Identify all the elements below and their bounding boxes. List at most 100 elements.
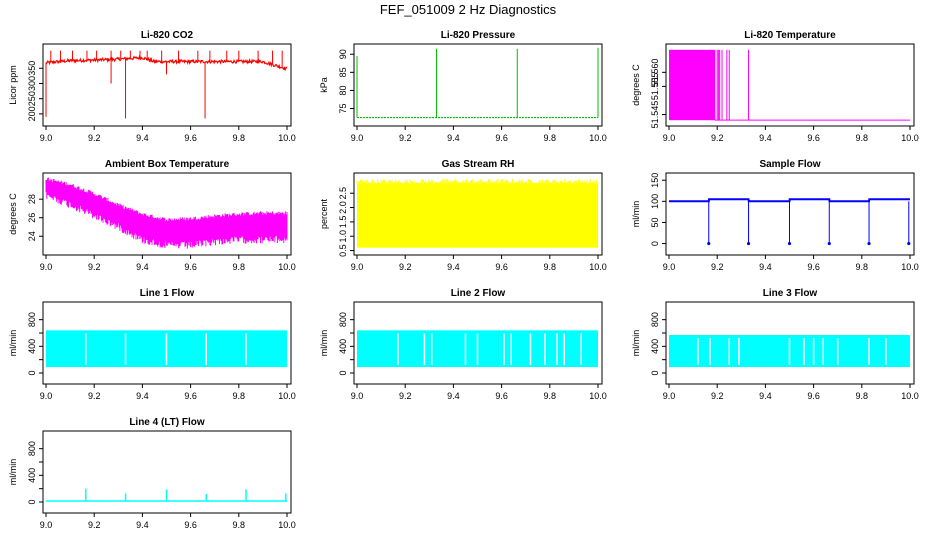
y-tick-label: 400 [27,468,37,483]
y-tick-label: 0 [27,370,37,375]
x-tick-label: 9.6 [495,133,508,143]
y-tick-label: 0 [650,370,660,375]
flow-dip-point [746,241,751,246]
panel-title: Line 2 Flow [451,288,506,299]
y-axis: 24 26 28 [27,194,43,241]
x-tick-label: 9.8 [544,391,557,401]
y-axis: 0 400 800 [650,312,666,376]
y-tick-label: 75 [338,104,348,114]
x-tick-label: 9.2 [711,262,724,272]
y-tick-label: 400 [650,339,660,354]
x-tick-label: 9.4 [759,262,772,272]
x-tick-label: 10.0 [901,391,919,401]
x-tick-label: 9.4 [759,391,772,401]
y-tick-label: 0.5 [338,244,348,257]
x-tick-label: 10.0 [901,133,919,143]
y-tick-label: 28 [27,194,37,204]
x-axis: 9.0 9.2 9.4 9.6 9.8 10.0 [663,255,919,272]
x-tick-label: 10.0 [278,262,296,272]
plot-frame [665,43,915,127]
x-axis: 9.0 9.2 9.4 9.6 9.8 10.0 [351,255,607,272]
y-axis-label: degrees C [631,64,641,106]
y-tick-label: 51.560 [650,59,660,87]
plot-frame [353,172,603,256]
chart-panel-6: Sample Flow 9.0 9.2 9.4 9.6 9.8 10.0 0 50 100 150 m… [631,159,919,272]
x-tick-label: 9.2 [399,391,412,401]
plot-data [669,49,910,121]
plot-data [46,488,287,502]
y-tick-label: 0 [27,499,37,504]
chart-panel-1: Li-820 CO2 9.0 9.2 9.4 9.6 9.8 10.0 20025030035… [8,30,296,143]
y-tick-label: 800 [650,312,660,327]
y-axis-label: kPa [319,77,329,93]
panel-title: Li-820 CO2 [141,30,194,41]
y-axis-label: ml/min [8,330,18,357]
x-tick-label: 9.4 [447,391,460,401]
x-tick-label: 9.6 [184,520,197,530]
y-axis-label: Licor ppm [8,65,18,105]
plot-data [46,330,287,367]
filled-band [669,49,715,121]
y-tick-label: 0 [338,370,348,375]
x-tick-label: 9.6 [184,262,197,272]
y-axis: 0 50 100 150 [650,173,666,246]
series-line-sample-flow [669,198,910,203]
plot-data [357,330,598,367]
panel-title: Sample Flow [759,159,820,170]
y-axis: 0 400 800 [27,441,43,505]
plot-frame [42,430,292,514]
x-axis: 9.0 9.2 9.4 9.6 9.8 10.0 [351,384,607,401]
x-tick-label: 9.8 [544,133,557,143]
plot-data [45,177,288,249]
x-tick-label: 9.0 [663,133,676,143]
chart-panel-10: Line 4 (LT) Flow 9.0 9.2 9.4 9.6 9.8 10.0 0 400 8… [8,417,296,530]
panel-title: Line 1 Flow [140,288,195,299]
x-tick-label: 9.2 [88,391,101,401]
chart-panel-4: Ambient Box Temperature 9.0 9.2 9.4 9.6 9.8 10… [8,159,296,272]
y-tick-label: 400 [338,339,348,354]
x-tick-label: 9.0 [663,391,676,401]
x-tick-label: 10.0 [278,391,296,401]
y-tick-label: 0 [650,241,660,246]
x-axis: 9.0 9.2 9.4 9.6 9.8 10.0 [663,384,919,401]
y-tick-label: 800 [27,312,37,327]
flow-dip-point [867,241,871,246]
x-axis: 9.0 9.2 9.4 9.6 9.8 10.0 [40,255,296,272]
x-tick-label: 9.6 [807,262,820,272]
y-tick-label: 150 [650,173,660,188]
chart-panel-7: Line 1 Flow 9.0 9.2 9.4 9.6 9.8 10.0 0 400 800 ml/… [8,288,296,401]
x-tick-label: 9.8 [233,262,246,272]
y-tick-label: 350 [27,61,37,76]
x-tick-label: 10.0 [278,133,296,143]
x-tick-label: 10.0 [589,133,607,143]
flow-dip-point [907,241,911,246]
x-tick-label: 9.2 [88,262,101,272]
y-axis: 0 400 800 [27,312,43,376]
x-tick-label: 9.0 [351,262,364,272]
plot-data [669,198,911,246]
y-tick-label: 800 [338,312,348,327]
x-tick-label: 9.0 [351,133,364,143]
x-tick-label: 9.8 [856,133,869,143]
flow-dip-point [707,241,711,246]
x-tick-label: 9.0 [40,520,53,530]
x-tick-label: 9.6 [807,391,820,401]
y-tick-label: 1.5 [338,216,348,229]
series-top-rh [356,179,599,184]
y-tick-label: 80 [338,85,348,95]
chart-panel-2: Li-820 Pressure 9.0 9.2 9.4 9.6 9.8 10.0 75 80 85… [319,30,607,143]
x-tick-label: 9.6 [807,133,820,143]
panel-title: Li-820 Temperature [744,30,836,41]
panel-title: Li-820 Pressure [441,30,516,41]
x-tick-label: 10.0 [589,391,607,401]
x-tick-label: 9.2 [399,262,412,272]
x-tick-label: 9.0 [351,391,364,401]
y-axis-label: ml/min [8,459,18,486]
flow-dip-point [827,241,831,246]
x-tick-label: 9.8 [233,520,246,530]
x-tick-label: 9.2 [88,133,101,143]
x-axis: 9.0 9.2 9.4 9.6 9.8 10.0 [40,126,296,143]
y-tick-label: 85 [338,67,348,77]
